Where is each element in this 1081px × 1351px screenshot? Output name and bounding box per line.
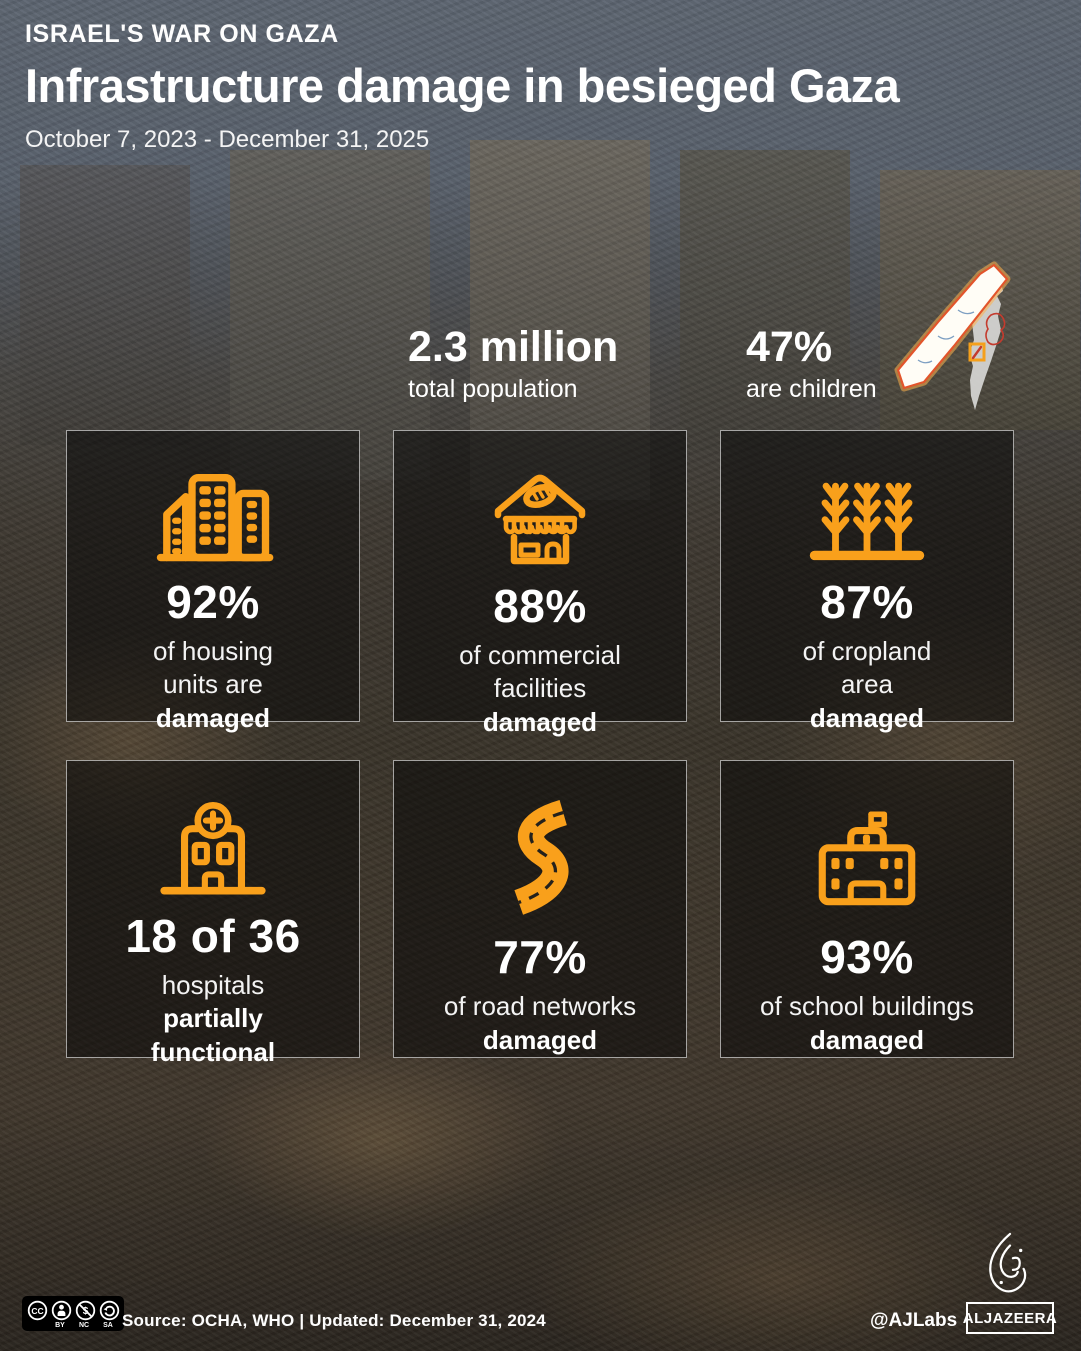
population-stat: 2.3 million total population (408, 326, 618, 402)
stat-emphasis: partially functional (150, 1003, 276, 1067)
children-value: 47% (746, 323, 833, 371)
gaza-locator-map (894, 261, 1011, 410)
stat-description: of road networks (443, 991, 637, 1022)
housing-buildings-icon (150, 465, 276, 565)
aljazeera-wordmark: ALJAZEERA (963, 1302, 1057, 1334)
stat-emphasis: damaged (809, 702, 925, 733)
school-icon (806, 795, 928, 920)
stat-value: 92% (166, 576, 260, 628)
road-icon (482, 795, 598, 920)
children-label: are children (746, 375, 877, 403)
stat-card-cropland: 87% of cropland area damaged (720, 430, 1014, 733)
hospital-icon (152, 795, 274, 899)
stat-description: of school buildings (760, 991, 974, 1022)
stat-description: hospitals (161, 970, 265, 1000)
stat-value: 77% (493, 931, 587, 984)
cc-nc-icon: $ (75, 1300, 95, 1320)
stat-value: 87% (820, 576, 914, 628)
stat-card-commercial: 88% of commercial facilities damaged (393, 430, 687, 737)
page-title: Infrastructure damage in besieged Gaza (25, 59, 900, 112)
stat-emphasis: damaged (482, 1024, 598, 1055)
cc-sa-icon (99, 1300, 119, 1320)
svg-text:CC: CC (31, 1306, 43, 1316)
stat-cards-grid: 92% of housing units are damaged (66, 430, 1014, 1067)
creative-commons-badge: CC $ BY NC SA (22, 1296, 124, 1331)
source-line: Source: OCHA, WHO | Updated: December 31… (122, 1311, 546, 1330)
commercial-shop-icon (480, 465, 600, 569)
gaza-strip-enlarged (894, 261, 1011, 392)
stat-value: 18 of 36 (125, 910, 301, 962)
ajlabs-handle: @AJLabs (870, 1310, 958, 1331)
gaza-highlight-box (968, 342, 986, 362)
header: ISRAEL'S WAR ON GAZA Infrastructure dama… (25, 20, 1055, 154)
date-range: October 7, 2023 - December 31, 2025 (25, 126, 430, 153)
stat-card-hospitals: 18 of 36 hospitals partially functional (66, 760, 360, 1067)
stat-value: 93% (820, 931, 914, 984)
stat-description: of housing units are (153, 636, 273, 700)
cc-icon: CC (27, 1300, 47, 1320)
cc-by-icon (51, 1300, 71, 1320)
population-value: 2.3 million (408, 323, 619, 371)
stat-card-roads: 77% of road networks damaged (393, 760, 687, 1058)
cropland-icon (804, 465, 930, 565)
gaza-sliver (971, 345, 983, 360)
stat-emphasis: damaged (809, 1024, 925, 1055)
stat-card-housing: 92% of housing units are damaged (66, 430, 360, 733)
population-label: total population (408, 375, 578, 403)
children-stat: 47% are children (746, 326, 877, 402)
cc-labels: BY NC SA (55, 1321, 113, 1329)
stat-emphasis: damaged (155, 702, 271, 733)
aljazeera-logo (989, 1232, 1027, 1293)
stat-value: 88% (493, 580, 587, 632)
stat-emphasis: damaged (482, 706, 598, 737)
stat-description: of cropland area (802, 636, 932, 700)
stat-description: of commercial facilities (459, 640, 621, 704)
kicker-label: ISRAEL'S WAR ON GAZA (25, 20, 339, 48)
west-bank-outline (985, 312, 1006, 346)
stat-card-schools: 93% of school buildings damaged (720, 760, 1014, 1058)
